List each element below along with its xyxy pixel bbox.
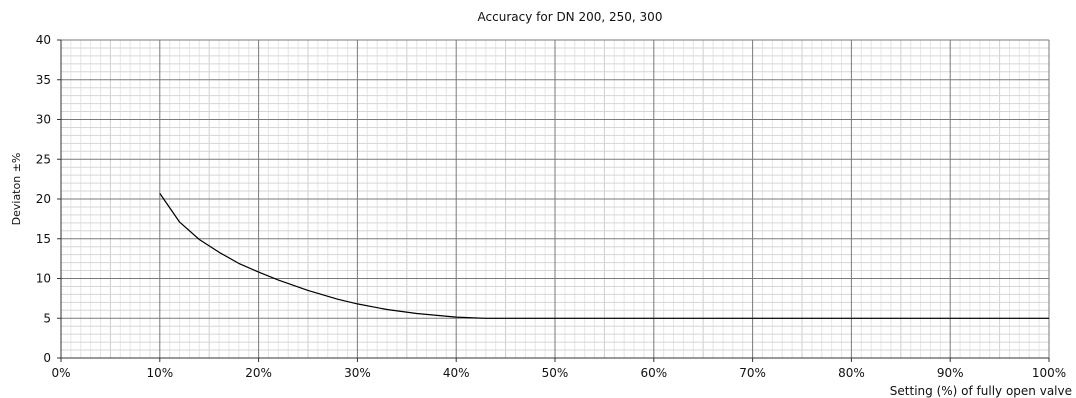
x-tick-label: 30% [344, 366, 371, 380]
y-tick-label: 10 [36, 272, 51, 286]
series-line [159, 193, 1049, 319]
y-tick-label: 25 [36, 152, 51, 166]
x-tick-label: 80% [838, 366, 865, 380]
x-tick-label: 60% [640, 366, 667, 380]
y-axis-label: Deviaton ±% [10, 153, 23, 226]
y-tick-label: 40 [36, 33, 51, 47]
x-tick-label: 90% [937, 366, 964, 380]
x-tick-label: 10% [146, 366, 173, 380]
x-tick-label: 100% [1032, 366, 1066, 380]
x-tick-label: 0% [51, 366, 70, 380]
y-tick-label: 0 [43, 351, 51, 365]
x-tick-label: 40% [443, 366, 470, 380]
chart-title: Accuracy for DN 200, 250, 300 [478, 10, 663, 24]
x-tick-label: 20% [245, 366, 272, 380]
y-tick-label: 5 [43, 311, 51, 325]
tick-labels: 0 5 10 15 20 25 30 35 40 0% 10% 20% 30% 40% 50% 60% 70% 8… [36, 33, 1066, 380]
x-tick-label: 50% [542, 366, 569, 380]
x-tick-label: 70% [739, 366, 766, 380]
y-tick-label: 30 [36, 113, 51, 127]
y-tick-label: 20 [36, 192, 51, 206]
series-layer [159, 193, 1049, 319]
grid [60, 39, 1050, 359]
y-tick-label: 15 [36, 232, 51, 246]
y-tick-label: 35 [36, 73, 51, 87]
x-axis-label: Setting (%) of fully open valve [890, 384, 1072, 398]
axes [57, 39, 1050, 362]
